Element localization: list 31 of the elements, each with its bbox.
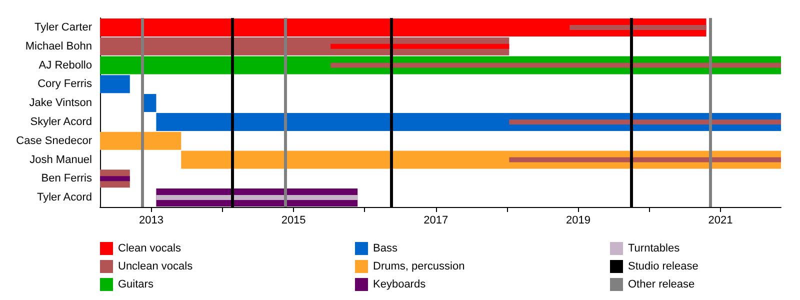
- y-tick-label: Josh Manuel: [30, 154, 92, 166]
- y-tick-label: AJ Rebollo: [38, 59, 92, 72]
- bar: [330, 62, 781, 68]
- y-tick-label: Jake Vintson: [29, 97, 92, 110]
- bar: [100, 75, 130, 94]
- bar: [509, 119, 781, 124]
- y-tick-label: Ben Ferris: [41, 172, 92, 185]
- legend-label: Keyboards: [373, 278, 426, 290]
- x-tick-label: 2015: [281, 214, 306, 226]
- legend-label: Guitars: [118, 278, 154, 290]
- x-tick-label: 2019: [566, 214, 590, 226]
- bar: [570, 24, 706, 30]
- legend-label: Other release: [628, 278, 695, 290]
- legend-label: Clean vocals: [118, 242, 182, 254]
- x-tick-label: 2021: [708, 214, 733, 226]
- legend-label: Turntables: [628, 242, 680, 254]
- legend-label: Unclean vocals: [118, 260, 194, 272]
- legend-label: Studio release: [628, 260, 698, 272]
- bar: [509, 157, 781, 162]
- bar: [100, 132, 182, 150]
- y-tick-label: Michael Bohn: [25, 40, 92, 52]
- y-tick-label: Cory Ferris: [38, 78, 92, 90]
- y-tick-label: Tyler Acord: [36, 192, 92, 204]
- legend-label: Drums, percussion: [373, 260, 465, 272]
- legend-label: Bass: [373, 242, 398, 254]
- y-tick-label: Tyler Carter: [34, 21, 92, 34]
- y-tick-label: Case Snedecor: [16, 134, 92, 147]
- y-tick-label: Skyler Acord: [30, 116, 92, 128]
- x-tick-label: 2017: [424, 214, 448, 226]
- x-tick-label: 2013: [138, 214, 164, 226]
- bar: [156, 195, 358, 200]
